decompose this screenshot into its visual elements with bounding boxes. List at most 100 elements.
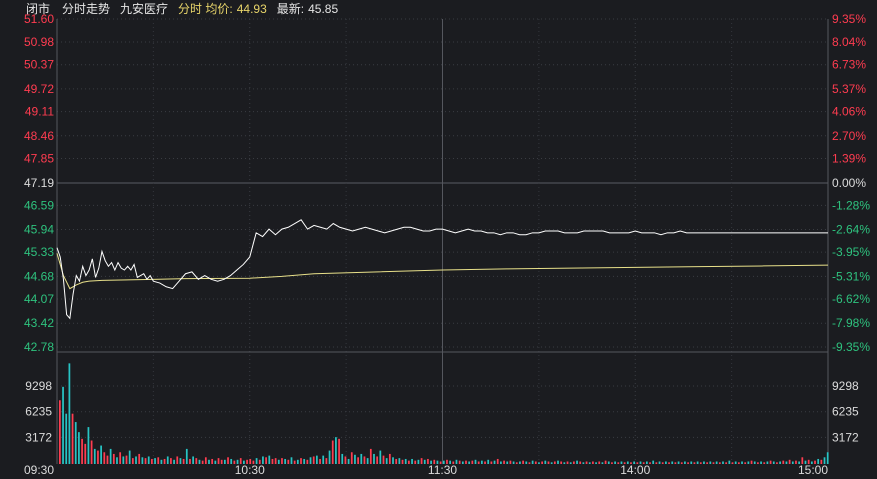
volume-bar [592,461,594,464]
volume-bar [709,461,712,464]
volume-bar [446,459,448,464]
volume-bar [90,440,93,464]
volume-bar [474,459,477,464]
volume-bar [750,460,753,464]
volume-bar [147,456,150,464]
volume-bar [579,461,582,464]
volume-bar [322,455,325,464]
volume-bar [227,457,229,464]
volume-bar [642,462,645,464]
volume-bar [636,462,639,464]
volume-bar [93,448,96,464]
volume-bar [661,462,664,464]
volume-bar [65,413,68,464]
percent-tick-label: 9.35% [832,12,866,26]
volume-bar [62,386,64,464]
stock-name: 九安医疗 [120,2,169,16]
volume-bar [522,460,524,464]
volume-bar [538,462,540,464]
volume-bar [185,448,188,464]
volume-bar [693,462,696,464]
volume-bar [566,461,569,464]
volume-bar [747,461,750,464]
volume-bar [814,460,816,464]
volume-bar [385,458,388,464]
volume-tick-label: 6235 [25,405,52,419]
volume-bar [296,459,299,464]
volume-bar [220,459,223,464]
volume-bar [633,461,636,464]
volume-bar [531,460,534,464]
volume-bar [163,458,166,464]
volume-bar [331,440,334,464]
percent-tick-label: 1.39% [832,151,866,165]
volume-bar [204,457,207,464]
volume-bar [290,457,293,464]
volume-bar [788,459,791,464]
volume-bar [166,456,169,464]
volume-bar [458,460,461,464]
volume-bar [718,462,721,464]
volume-bar [465,460,467,464]
price-tick-label: 48.46 [24,129,54,143]
volume-bar [138,453,141,464]
price-tick-label: 47.19 [24,176,54,190]
volume-bar [471,460,474,464]
percent-tick-label: -6.62% [832,292,870,306]
volume-bar [557,460,559,464]
price-tick-label: 45.94 [24,222,54,236]
percent-tick-label: 4.06% [832,105,866,119]
volume-bar [493,460,496,464]
volume-bar [804,460,807,464]
volume-bar [550,462,553,464]
chart-mode-label[interactable]: 分时走势 [62,2,111,16]
percent-tick-label: -2.64% [832,222,870,236]
volume-bar [316,455,318,464]
percent-tick-label: 8.04% [832,35,866,49]
volume-bar [560,461,563,464]
volume-bar [598,461,601,464]
volume-bar [436,460,439,464]
volume-bar [268,455,271,464]
price-tick-label: 44.68 [24,269,54,283]
volume-bar [480,460,483,464]
volume-bar [760,461,762,464]
volume-bar [601,462,604,464]
volume-bar [363,456,366,464]
volume-bar [442,460,445,464]
volume-bar [737,462,740,464]
volume-bar [782,460,785,464]
volume-bar [369,448,372,464]
volume-bar [427,458,429,464]
volume-bar [461,461,464,464]
volume-bar [195,458,198,464]
volume-bar [214,460,217,464]
volume-bar [192,456,195,464]
volume-bar [506,461,509,464]
volume-bar [779,461,781,464]
volume-bar [258,459,261,464]
volume-bar [112,453,115,464]
volume-bar [677,461,680,464]
volume-bar [776,462,778,464]
volume-bar [623,462,626,464]
volume-bar [607,461,610,464]
volume-bar [128,450,131,464]
volume-tick-label: 9298 [25,379,52,393]
volume-bar [420,458,423,464]
volume-bar [243,460,245,464]
avg-price-label: 分时 均价: [178,2,233,16]
volume-bar [392,457,394,464]
volume-bar [236,459,239,464]
volume-bar [728,460,731,464]
volume-bar [817,458,820,464]
volume-bar [553,461,556,464]
volume-bar [680,462,683,464]
volume-bar [722,461,724,464]
volume-bar [433,459,436,464]
volume-bar [588,462,591,464]
volume-bar [801,457,804,464]
volume-bar [630,462,632,464]
volume-bar [271,458,274,464]
